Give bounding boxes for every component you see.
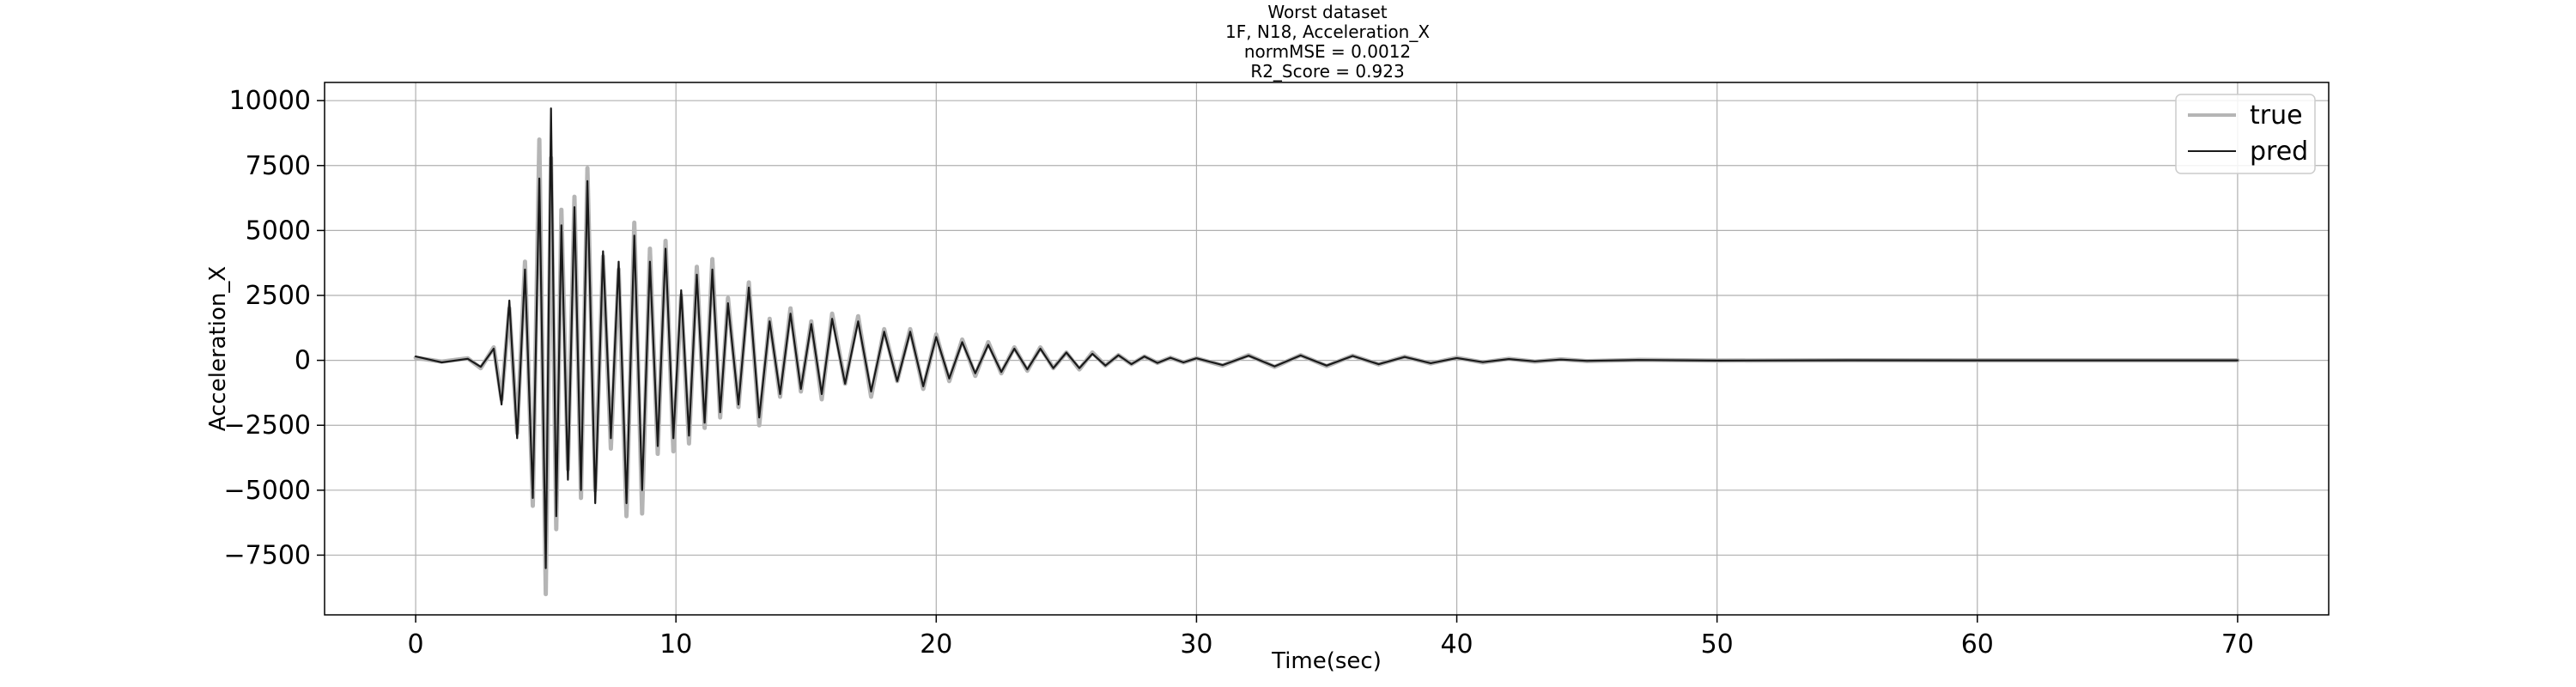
x-tick-label: 0 — [408, 629, 424, 660]
title-line-3: normMSE = 0.0012 — [1244, 41, 1411, 62]
y-tick-label: 10000 — [229, 86, 311, 116]
x-tick-label: 40 — [1440, 629, 1473, 660]
title-line-2: 1F, N18, Acceleration_X — [1225, 21, 1430, 42]
legend: true pred — [2175, 94, 2316, 174]
y-tick-label: −7500 — [224, 540, 311, 570]
x-axis-label: Time(sec) — [1271, 648, 1382, 674]
plot-area-frame — [324, 82, 2330, 616]
series-lines — [413, 107, 2240, 597]
x-tick-label: 50 — [1701, 629, 1734, 660]
y-tick-label: −5000 — [224, 476, 311, 506]
x-tick-label: 30 — [1180, 629, 1212, 660]
y-axis-label: Acceleration_X — [205, 266, 231, 431]
chart-title: Worst dataset 1F, N18, Acceleration_X no… — [1225, 2, 1430, 82]
y-tick-label: 7500 — [246, 151, 311, 181]
y-axis-ticks: −7500 −5000 −2500 0 2500 5000 7500 10000 — [224, 86, 325, 570]
series-line-pred — [415, 107, 2239, 569]
y-tick-label: 2500 — [246, 281, 311, 311]
x-tick-label: 10 — [659, 629, 692, 660]
y-tick-label: 5000 — [246, 216, 311, 246]
title-line-1: Worst dataset — [1267, 2, 1387, 22]
title-line-4: R2_Score = 0.923 — [1250, 61, 1404, 82]
legend-label-pred: pred — [2250, 137, 2308, 167]
x-tick-label: 60 — [1961, 629, 1994, 660]
x-tick-label: 20 — [920, 629, 952, 660]
x-tick-label: 70 — [2221, 629, 2254, 660]
grid — [325, 82, 2329, 615]
legend-label-true: true — [2250, 100, 2303, 131]
y-tick-label: 0 — [295, 346, 311, 376]
x-axis-ticks: 0 10 20 30 40 50 60 70 — [408, 615, 2254, 660]
y-tick-label: −2500 — [224, 410, 311, 441]
series-line-true — [413, 137, 2240, 597]
